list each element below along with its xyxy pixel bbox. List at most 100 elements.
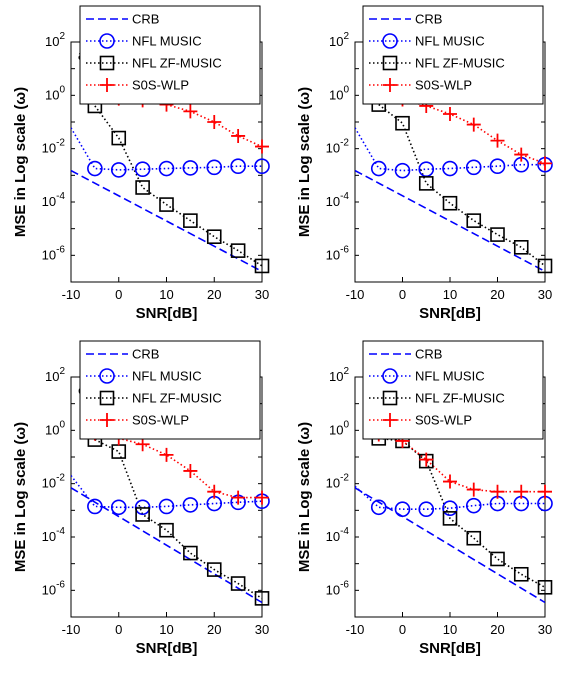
legend-entry-label: S0S-WLP [415, 78, 472, 93]
data-point-square [490, 551, 505, 567]
y-tick-label: 10-6 [326, 244, 350, 262]
data-point-circle [182, 160, 199, 176]
legend-box [362, 340, 544, 440]
legend-swatch-circle [99, 368, 115, 384]
x-tick-label: 10 [443, 287, 457, 302]
series-line [378, 103, 545, 267]
data-point-square [254, 258, 270, 274]
x-tick-label: -10 [62, 622, 81, 637]
legend-entry-label: NFL MUSIC [132, 369, 202, 384]
y-tick-label: 10-4 [42, 191, 66, 209]
y-axis-label: MSE in Log scale (ω) [296, 87, 313, 237]
x-tick-label: 20 [207, 287, 221, 302]
legend-entry-label: NFL ZF-MUSIC [132, 391, 222, 406]
legend-entry-label: CRB [132, 12, 159, 27]
data-point-plus [255, 139, 269, 154]
legend-swatch-plus [100, 413, 114, 427]
y-axis-label: MSE in Log scale (ω) [12, 422, 29, 572]
data-point-square [466, 530, 482, 546]
data-point-plus [419, 452, 434, 467]
y-tick-label: 102 [329, 31, 349, 49]
y-tick-label: 10-4 [326, 191, 350, 209]
legend-swatch-circle [382, 368, 398, 384]
data-point-plus [490, 133, 505, 148]
y-tick-label: 100 [45, 419, 65, 437]
data-point-plus [135, 437, 150, 452]
data-point-circle [87, 498, 103, 515]
legend-swatch-plus [100, 78, 114, 92]
x-tick-label: -10 [62, 287, 81, 302]
legend-swatch-circle [99, 33, 115, 49]
data-point-plus [255, 490, 269, 505]
y-tick-label: 10-4 [326, 526, 350, 544]
chart-panel: -10 0 10 20 30 10-6 10-4 10-2 100 102 SNR[dB] MSE i… [12, 5, 270, 322]
legend-entry-label: NFL MUSIC [415, 34, 485, 49]
y-tick-label: 100 [329, 84, 349, 102]
legend-swatch-square [382, 390, 398, 406]
x-tick-label: 0 [115, 287, 122, 302]
data-point-square [395, 115, 410, 131]
data-point-square [418, 176, 434, 191]
data-point-plus [538, 156, 552, 171]
chart-panel: -10 0 10 20 30 10-6 10-4 10-2 100 102 SNR[dB] MSE i… [12, 340, 270, 657]
data-point-square [513, 566, 529, 582]
data-point-plus [514, 147, 529, 162]
legend: CRB NFL MUSIC NFL ZF-MUSIC S0S-WLP [79, 340, 261, 440]
x-tick-label: 20 [490, 622, 504, 637]
data-point-plus [159, 447, 174, 462]
series-line [378, 437, 545, 589]
x-tick-label: 30 [255, 622, 269, 637]
legend-box [79, 340, 261, 440]
data-point-square [490, 227, 505, 242]
data-point-plus [231, 128, 246, 143]
data-point-plus [538, 484, 552, 499]
legend: CRB NFL MUSIC NFL ZF-MUSIC S0S-WLP [362, 340, 544, 440]
data-point-plus [183, 463, 198, 478]
legend-entry-label: NFL MUSIC [415, 369, 485, 384]
data-point-circle [206, 159, 223, 176]
data-point-plus [183, 104, 198, 119]
legend-entry-label: S0S-WLP [132, 78, 189, 93]
y-tick-label: 10-2 [326, 138, 350, 156]
data-point-plus [466, 117, 481, 132]
legend-entry-label: S0S-WLP [132, 413, 189, 428]
data-point-square [183, 213, 198, 228]
legend: CRB NFL MUSIC NFL ZF-MUSIC S0S-WLP [79, 5, 261, 105]
plot-series-group [355, 95, 545, 273]
x-tick-label: -10 [346, 622, 365, 637]
x-axis-label: SNR[dB] [419, 640, 481, 657]
legend-swatch-plus [383, 78, 397, 92]
data-point-circle [134, 161, 151, 177]
chart-panel: -10 0 10 20 30 10-6 10-4 10-2 100 102 SNR[dB] MSE i… [296, 5, 553, 322]
data-point-square [135, 507, 150, 522]
data-point-circle [465, 497, 482, 514]
data-point-circle [489, 158, 506, 175]
data-point-circle [465, 159, 482, 176]
legend-entry-label: NFL ZF-MUSIC [415, 56, 505, 71]
y-tick-label: 10-2 [326, 473, 350, 491]
data-point-square [111, 130, 127, 146]
data-point-square [206, 229, 222, 244]
data-point-circle [370, 499, 387, 516]
data-point-circle [158, 160, 175, 177]
x-axis-label: SNR[dB] [136, 640, 198, 657]
data-point-circle [442, 500, 458, 517]
y-axis-label: MSE in Log scale (ω) [12, 87, 29, 237]
data-point-square [230, 576, 246, 591]
x-tick-label: 30 [255, 287, 269, 302]
data-point-circle [110, 499, 127, 516]
data-point-plus [514, 484, 529, 499]
x-tick-label: 30 [538, 287, 552, 302]
x-tick-label: 10 [443, 622, 457, 637]
x-axis-label: SNR[dB] [419, 305, 481, 322]
data-point-plus [466, 482, 481, 497]
legend-swatch-square [99, 55, 115, 71]
plot-series-group [71, 95, 262, 273]
y-tick-label: 102 [45, 366, 65, 384]
legend-entry-label: NFL ZF-MUSIC [132, 56, 222, 71]
series-line [355, 487, 545, 604]
data-point-plus [443, 106, 457, 121]
data-point-circle [110, 162, 127, 178]
data-point-circle [370, 160, 387, 177]
